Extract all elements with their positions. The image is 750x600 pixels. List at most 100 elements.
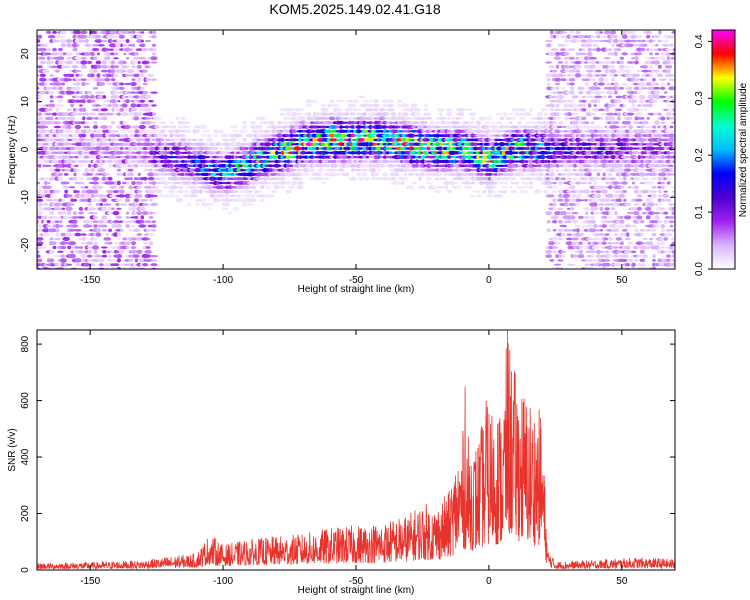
heat-cell-4129 <box>593 129 598 134</box>
heat-cell-3725 <box>560 173 567 176</box>
heat-cell-2498 <box>355 168 362 172</box>
heat-cell-1102 <box>125 56 130 60</box>
heat-cell-3126 <box>470 181 475 185</box>
heat-cell-2543 <box>362 112 367 116</box>
spectrogram-cells <box>37 30 675 269</box>
heat-cell-891 <box>107 38 113 44</box>
heat-cell-4093 <box>590 121 595 125</box>
heat-cell-4547 <box>624 30 631 35</box>
heat-cell-1183 <box>134 258 139 263</box>
heat-cell-4366 <box>611 52 616 56</box>
heat-cell-3976 <box>580 129 587 133</box>
heat-cell-283 <box>55 69 60 73</box>
heat-cell-4417 <box>616 215 622 219</box>
heat-cell-608 <box>83 155 90 159</box>
heat-cell-4715 <box>638 82 646 86</box>
heat-cell-317 <box>57 82 64 86</box>
heat-cell-1043 <box>122 220 128 223</box>
heat-cell-2828 <box>415 155 420 159</box>
heat-cell-4990 <box>661 44 670 47</box>
heat-cell-1151 <box>129 206 138 211</box>
heat-cell-4037 <box>587 181 592 185</box>
heat-cell-45 <box>37 237 44 241</box>
heat-cell-3010 <box>446 111 453 117</box>
heat-cell-791 <box>97 91 106 94</box>
heat-cell-4108 <box>592 241 599 245</box>
heat-cell-422 <box>66 43 72 48</box>
heat-cell-3235 <box>490 190 496 193</box>
heat-cell-651 <box>86 90 93 95</box>
heat-cell-4747 <box>643 78 648 81</box>
heat-cell-3236 <box>489 186 497 189</box>
heat-cell-2578 <box>366 100 374 103</box>
heat-cell-3545 <box>546 220 551 224</box>
heat-cell-631 <box>86 220 93 223</box>
heat-cell-122 <box>43 189 49 194</box>
heat-cell-3813 <box>566 74 572 77</box>
heat-cell-4691 <box>640 233 645 237</box>
heat-cell-276 <box>53 121 62 124</box>
heat-cell-2897 <box>427 142 431 147</box>
heat-cell-4530 <box>625 155 630 159</box>
heat-cell-417 <box>66 78 72 82</box>
heat-cell-2594 <box>370 112 377 116</box>
heat-cell-569 <box>81 189 87 194</box>
heat-cell-4493 <box>623 177 627 181</box>
heat-cell-207 <box>48 90 55 95</box>
heat-cell-158 <box>45 164 52 167</box>
heat-cell-1082 <box>125 181 130 185</box>
heat-cell-4566 <box>627 112 635 116</box>
heat-cell-635 <box>87 198 92 203</box>
heat-cell-3298 <box>502 190 508 194</box>
heat-cell-3673 <box>554 83 561 85</box>
heat-cell-4824 <box>648 48 654 52</box>
heat-cell-2918 <box>432 185 438 190</box>
heat-cell-2480 <box>349 103 357 108</box>
heat-cell-3125 <box>470 194 476 198</box>
heat-cell-730 <box>93 56 98 60</box>
heat-cell-824 <box>100 69 108 73</box>
heat-cell-3724 <box>560 177 566 181</box>
heat-cell-1470 <box>159 121 166 125</box>
heat-cell-3773 <box>564 69 569 73</box>
heat-cell-1252 <box>136 34 143 39</box>
heat-cell-1545 <box>177 185 184 189</box>
heat-cell-3509 <box>540 164 546 168</box>
heat-cell-3960 <box>580 259 587 262</box>
heat-cell-3668 <box>554 108 561 111</box>
heat-cell-4497 <box>622 159 627 164</box>
heat-cell-4543 <box>624 69 632 73</box>
heat-cell-3675 <box>555 64 560 69</box>
heat-cell-4054 <box>586 73 593 78</box>
heat-cell-3664 <box>554 129 561 134</box>
heat-cell-4721 <box>641 266 649 269</box>
heat-cell-2760 <box>402 176 408 181</box>
heat-cell-1916 <box>247 202 254 207</box>
heat-cell-3711 <box>557 73 564 78</box>
heat-cell-399 <box>65 194 73 198</box>
heat-cell-1440 <box>157 189 163 194</box>
heat-cell-3408 <box>518 116 527 121</box>
heat-cell-3616 <box>550 215 559 220</box>
heat-cell-51 <box>37 206 44 211</box>
heat-cell-1653 <box>199 189 203 194</box>
heat-cell-503 <box>74 168 82 172</box>
heat-cell-4558 <box>628 150 633 155</box>
heat-cell-4832 <box>651 229 657 232</box>
heat-cell-1148 <box>131 224 136 228</box>
heat-cell-2088 <box>277 121 282 125</box>
heat-cell-3933 <box>577 199 585 202</box>
heat-cell-775 <box>99 186 104 189</box>
heat-cell-3064 <box>458 164 464 168</box>
heat-cell-1396 <box>150 202 158 207</box>
heat-cell-4680 <box>636 69 643 73</box>
heat-cell-1578 <box>183 190 189 193</box>
heat-cell-4418 <box>615 198 623 202</box>
heat-cell-995 <box>116 112 121 116</box>
heat-cell-530 <box>74 30 82 35</box>
heat-cell-2530 <box>361 169 368 172</box>
heat-cell-925 <box>110 78 116 82</box>
heat-cell-626 <box>87 250 92 254</box>
heat-cell-3961 <box>581 242 586 245</box>
heat-cell-3819 <box>568 263 576 266</box>
